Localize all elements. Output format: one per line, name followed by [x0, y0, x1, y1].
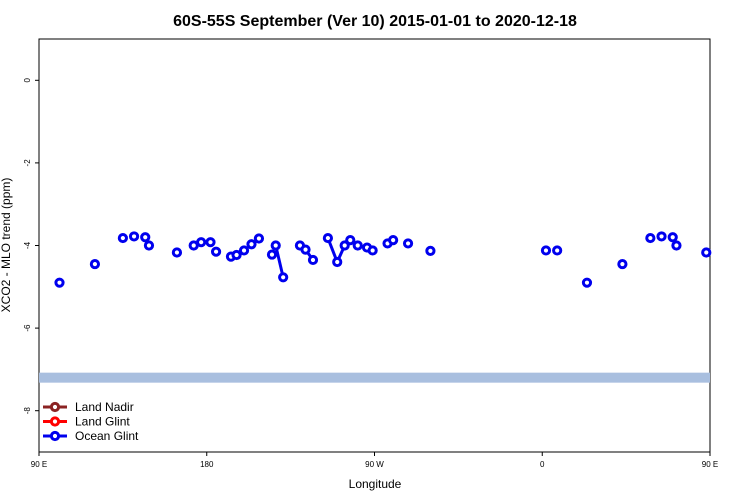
y-tick-label: -8: [23, 407, 32, 415]
data-point: [128, 231, 140, 242]
data-point: [171, 247, 183, 258]
reference-band: [39, 372, 710, 383]
data-point: [270, 240, 281, 251]
data-point: [210, 246, 222, 257]
data-point: [617, 258, 628, 270]
y-tick-label: -6: [23, 324, 32, 332]
data-point: [307, 254, 319, 266]
y-tick-label: -2: [23, 159, 32, 167]
data-point: [645, 232, 656, 244]
data-point: [143, 240, 155, 251]
data-point: [322, 232, 334, 244]
data-point: [701, 247, 712, 258]
legend-marker: [49, 401, 61, 413]
data-point: [425, 245, 436, 256]
data-point: [581, 277, 593, 288]
series-line: [274, 245, 285, 278]
data-point: [671, 240, 682, 251]
data-point: [253, 233, 265, 244]
data-point: [278, 272, 289, 283]
data-point: [196, 237, 207, 248]
data-point: [402, 238, 414, 249]
data-point: [367, 245, 378, 256]
y-tick-label: -4: [23, 241, 32, 249]
x-tick-label: 180: [200, 460, 214, 469]
data-point: [667, 232, 678, 243]
series-ocean-glint: [54, 231, 712, 288]
data-point: [246, 239, 257, 250]
legend-label: Land Nadir: [75, 400, 134, 414]
x-axis: 90 E 180 90 W 0 90 E: [31, 452, 718, 469]
data-point: [238, 245, 250, 256]
data-point: [339, 240, 350, 251]
legend-label: Ocean Glint: [75, 429, 139, 443]
x-axis-label: Longitude: [349, 477, 402, 491]
data-point: [300, 244, 311, 255]
data-point: [266, 249, 278, 260]
data-point: [140, 232, 151, 243]
data-point: [117, 232, 128, 244]
chart-title: 60S-55S September (Ver 10) 2015-01-01 to…: [173, 13, 577, 30]
plot-area: [38, 38, 711, 453]
x-tick-label: 90 W: [365, 460, 384, 469]
data-point: [89, 258, 101, 270]
legend-marker: [49, 416, 61, 427]
data-point: [388, 235, 399, 246]
y-axis: 0 -2 -4 -6 -8: [23, 78, 39, 415]
data-point: [54, 277, 65, 288]
data-point: [552, 245, 563, 256]
data-point: [205, 237, 216, 248]
data-point: [540, 245, 552, 256]
x-tick-label: 90 E: [31, 460, 47, 469]
legend-label: Land Glint: [75, 415, 130, 429]
x-tick-label: 90 E: [702, 460, 718, 469]
y-tick-label: 0: [23, 78, 32, 83]
x-tick-label: 0: [540, 460, 545, 469]
data-point: [345, 235, 356, 246]
y-axis-label: XCO2 - MLO trend (ppm): [0, 178, 13, 313]
data-point: [656, 231, 667, 242]
data-point: [352, 240, 363, 251]
data-point: [231, 249, 242, 261]
legend-marker: [49, 430, 61, 442]
data-point: [332, 256, 343, 268]
